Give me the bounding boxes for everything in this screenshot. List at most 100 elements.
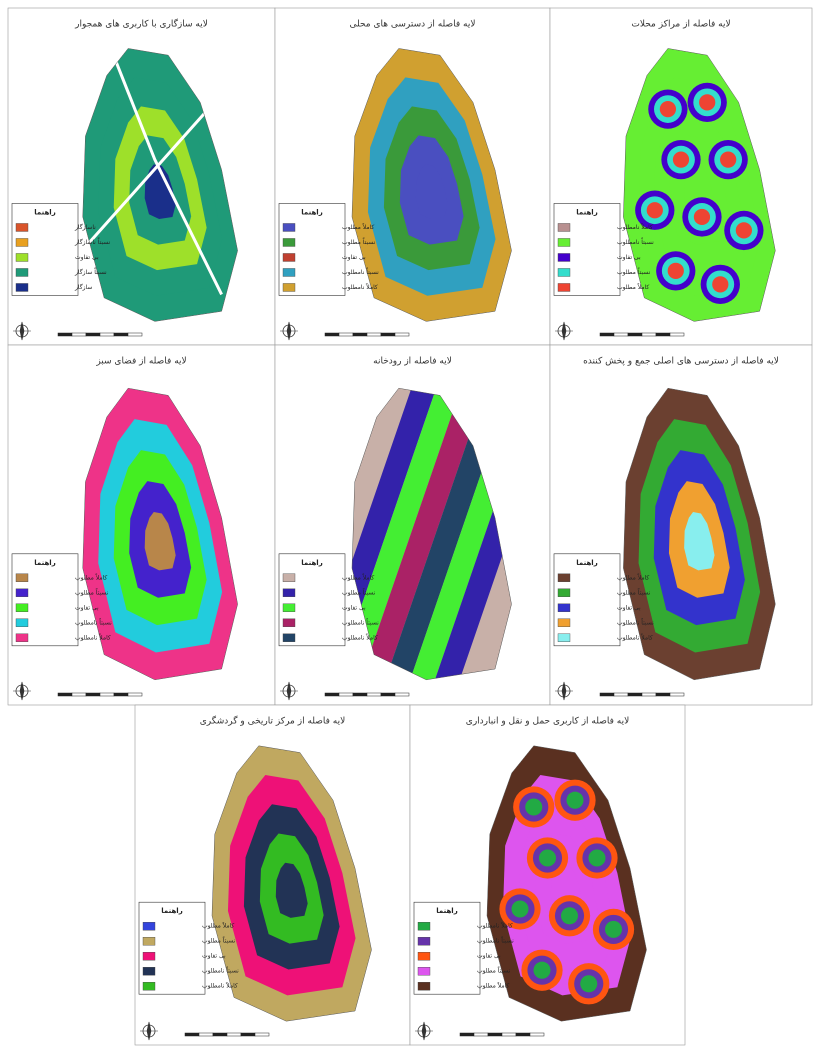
scale-bar [212, 1032, 228, 1037]
legend-swatch [282, 253, 296, 262]
map-zone [659, 100, 677, 118]
scale-bar [324, 692, 340, 697]
legend-swatch [282, 268, 296, 277]
legend-label: نسبتاً نامطلوب [342, 618, 379, 626]
map-zone [352, 388, 476, 680]
map-zone [352, 388, 451, 680]
legend-swatch [15, 588, 29, 597]
legend-label: کاملاً نامطلوب [75, 633, 111, 641]
scale-bar [338, 332, 354, 337]
legend-label: بی تفاوت [75, 604, 99, 611]
legend-label: نسبتاً نامطلوب [342, 268, 379, 276]
scale-bar [641, 332, 657, 337]
north-arrow [280, 321, 298, 341]
map-panel: لایه فاصله از دسترسی های اصلی جمع و پخش … [549, 344, 813, 706]
map-title: لایه فاصله از مراکز محلات [631, 20, 730, 30]
map-body [212, 745, 372, 1022]
scale-bar [627, 692, 643, 697]
road [86, 57, 223, 296]
map-panel: لایه فاصله از مرکز تاریخی و گردشگری راهنم… [134, 704, 411, 1046]
north-arrow [13, 681, 31, 701]
legend-swatch [15, 223, 29, 232]
map-outline [623, 387, 776, 681]
scale-bar [366, 692, 382, 697]
scale-bar [240, 1032, 256, 1037]
map-zone [588, 849, 606, 867]
scale-bar [254, 1032, 270, 1037]
legend-swatch [15, 268, 29, 277]
north-arrow [555, 321, 573, 341]
legend-swatch [282, 618, 296, 627]
legend-title: راهنما [436, 907, 457, 915]
map-panel: لایه فاصله از کاربری حمل و نقل و انباردا… [409, 704, 686, 1046]
scale-bar [352, 332, 368, 337]
scale-bar [85, 332, 101, 337]
map-outline [82, 387, 238, 681]
map-zone [275, 862, 308, 918]
map-zone [684, 512, 715, 571]
legend-label: کاملاً مطلوب [202, 922, 234, 930]
scale-bar [459, 1032, 475, 1037]
north-arrow [280, 681, 298, 701]
legend-title: راهنما [34, 559, 55, 567]
north-arrow [13, 321, 31, 341]
map-zone [144, 512, 176, 571]
scale-bar [655, 692, 671, 697]
map-zone [144, 164, 176, 219]
legend-label: نسبتاً نامطلوب [477, 936, 514, 944]
legend-label: کاملاً نامطلوب [342, 283, 378, 291]
legend-swatch [15, 238, 29, 247]
legend-swatch [282, 603, 296, 612]
north-arrow [415, 1021, 433, 1041]
map-outline [82, 48, 238, 322]
scale-bar [641, 692, 657, 697]
legend-box [413, 901, 481, 995]
map-outline [211, 745, 372, 1022]
map-zone [566, 791, 584, 809]
legend-swatch [142, 952, 156, 961]
legend-label: کاملاً نامطلوب [477, 922, 513, 930]
legend-swatch [557, 633, 571, 642]
legend-box [553, 553, 621, 647]
scale-bar [394, 692, 410, 697]
map-body [352, 48, 512, 322]
scale-bar [380, 332, 396, 337]
scale-bar [71, 692, 87, 697]
legend-label: نسبتاً سازگار [74, 268, 107, 276]
legend-swatch [15, 618, 29, 627]
scale-bar [113, 692, 129, 697]
legend-title: راهنما [34, 208, 55, 216]
map-panel: لایه فاصله از رودخانه راهنما کاملاً مطلوب ن… [274, 344, 551, 706]
north-arrow [555, 681, 573, 701]
scale-bar [487, 1032, 503, 1037]
scale-bar [352, 692, 368, 697]
map-body [623, 48, 776, 322]
map-title: لایه سازگاری با کاربری های همجوار [74, 18, 208, 30]
legend-label: بی تفاوت [617, 604, 641, 611]
map-zone [525, 798, 543, 816]
map-zone [580, 975, 598, 993]
legend-swatch [282, 588, 296, 597]
legend-label: کاملاً نامطلوب [617, 223, 653, 231]
scale-bar [655, 332, 671, 337]
scale-bar [99, 692, 115, 697]
legend-title: راهنما [576, 208, 597, 216]
legend-label: کاملاً مطلوب [617, 573, 649, 581]
legend-swatch [557, 268, 571, 277]
scale-bar [184, 1032, 200, 1037]
scale-bar [473, 1032, 489, 1037]
map-body [82, 388, 238, 680]
legend-label: نسبتاً مطلوب [202, 936, 236, 944]
legend-box [278, 553, 346, 647]
legend-label: کاملاً مطلوب [617, 283, 649, 291]
legend-label: بی تفاوت [202, 953, 226, 960]
legend-swatch [15, 633, 29, 642]
legend-label: بی تفاوت [617, 254, 641, 261]
scale-bar [613, 332, 629, 337]
scale-bar [71, 332, 87, 337]
legend-label: بی تفاوت [75, 254, 99, 261]
legend-label: نسبتاً مطلوب [342, 588, 376, 596]
scale-bar [127, 692, 143, 697]
legend-swatch [557, 223, 571, 232]
